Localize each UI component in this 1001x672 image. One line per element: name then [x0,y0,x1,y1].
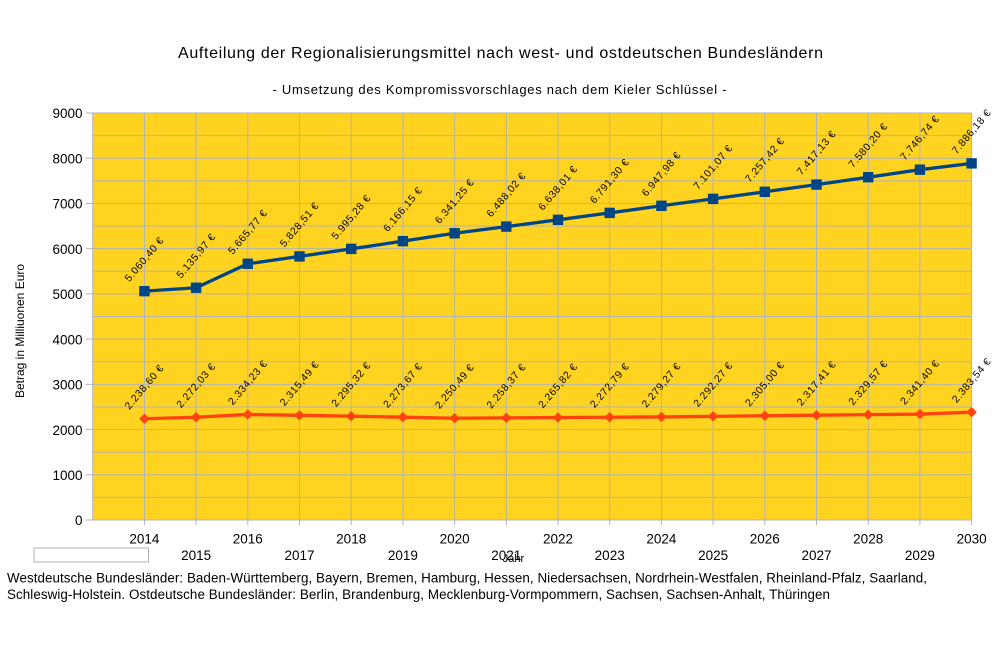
svg-text:0: 0 [75,513,83,528]
svg-text:- Umsetzung des Kompromissvors: - Umsetzung des Kompromissvorschlages na… [273,82,727,97]
svg-text:2020: 2020 [440,532,470,547]
svg-text:2022: 2022 [543,532,573,547]
svg-text:Schleswig-Holstein. Ostdeutsch: Schleswig-Holstein. Ostdeutsche Bundeslä… [7,587,830,602]
svg-text:2015: 2015 [181,548,211,563]
svg-text:2014: 2014 [129,532,160,547]
svg-text:Westdeutsche Bundesländer: Bad: Westdeutsche Bundesländer: Baden-Württem… [7,571,927,586]
svg-text:4000: 4000 [52,332,82,347]
svg-text:2030: 2030 [957,532,987,547]
svg-text:2026: 2026 [750,532,780,547]
svg-text:2024: 2024 [646,532,677,547]
svg-text:2021: 2021 [491,548,521,563]
svg-text:1000: 1000 [52,468,82,483]
svg-text:2028: 2028 [853,532,883,547]
svg-text:Aufteilung der Regionalisierun: Aufteilung der Regionalisierungsmittel n… [178,45,823,62]
svg-text:2018: 2018 [336,532,366,547]
svg-text:2016: 2016 [233,532,263,547]
svg-text:2000: 2000 [52,423,82,438]
svg-text:2027: 2027 [801,548,831,563]
svg-text:6000: 6000 [52,242,82,257]
svg-text:2019: 2019 [388,548,418,563]
svg-text:2017: 2017 [284,548,314,563]
svg-text:8000: 8000 [52,151,82,166]
svg-text:9000: 9000 [52,106,82,121]
svg-text:2029: 2029 [905,548,935,563]
svg-text:5000: 5000 [52,287,82,302]
svg-text:3000: 3000 [52,378,82,393]
svg-text:Betrag in Milliuonen Euro: Betrag in Milliuonen Euro [13,264,27,398]
svg-text:2025: 2025 [698,548,728,563]
svg-text:7000: 7000 [52,197,82,212]
svg-text:2023: 2023 [595,548,625,563]
svg-text:Jahr: Jahr [503,553,525,565]
